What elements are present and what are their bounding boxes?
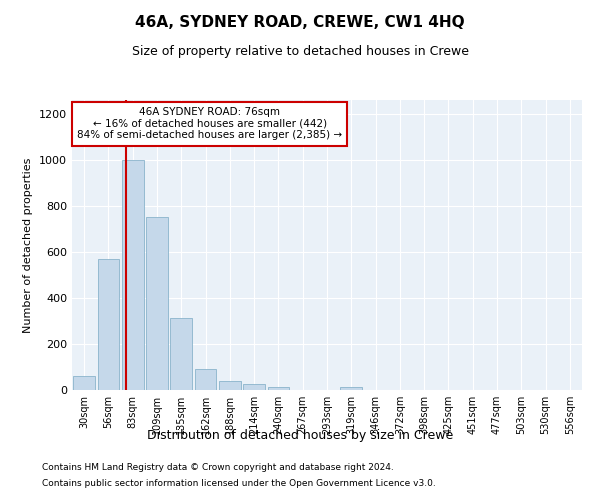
Bar — [219, 382, 241, 390]
Text: Distribution of detached houses by size in Crewe: Distribution of detached houses by size … — [147, 428, 453, 442]
Text: Size of property relative to detached houses in Crewe: Size of property relative to detached ho… — [131, 45, 469, 58]
Bar — [97, 259, 119, 390]
Bar — [146, 218, 168, 390]
Bar — [268, 386, 289, 390]
Text: 46A SYDNEY ROAD: 76sqm
← 16% of detached houses are smaller (442)
84% of semi-de: 46A SYDNEY ROAD: 76sqm ← 16% of detached… — [77, 108, 342, 140]
Y-axis label: Number of detached properties: Number of detached properties — [23, 158, 34, 332]
Bar — [73, 376, 95, 390]
Text: Contains HM Land Registry data © Crown copyright and database right 2024.: Contains HM Land Registry data © Crown c… — [42, 464, 394, 472]
Text: Contains public sector information licensed under the Open Government Licence v3: Contains public sector information licen… — [42, 478, 436, 488]
Text: 46A, SYDNEY ROAD, CREWE, CW1 4HQ: 46A, SYDNEY ROAD, CREWE, CW1 4HQ — [135, 15, 465, 30]
Bar — [340, 386, 362, 390]
Bar — [122, 160, 143, 390]
Bar — [194, 370, 217, 390]
Bar — [243, 384, 265, 390]
Bar — [170, 318, 192, 390]
